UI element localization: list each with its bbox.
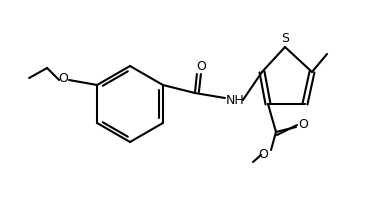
Text: O: O	[298, 117, 308, 131]
Text: NH: NH	[225, 93, 244, 106]
Text: O: O	[258, 148, 268, 162]
Text: O: O	[196, 60, 206, 73]
Text: O: O	[58, 73, 68, 85]
Text: S: S	[281, 32, 289, 46]
